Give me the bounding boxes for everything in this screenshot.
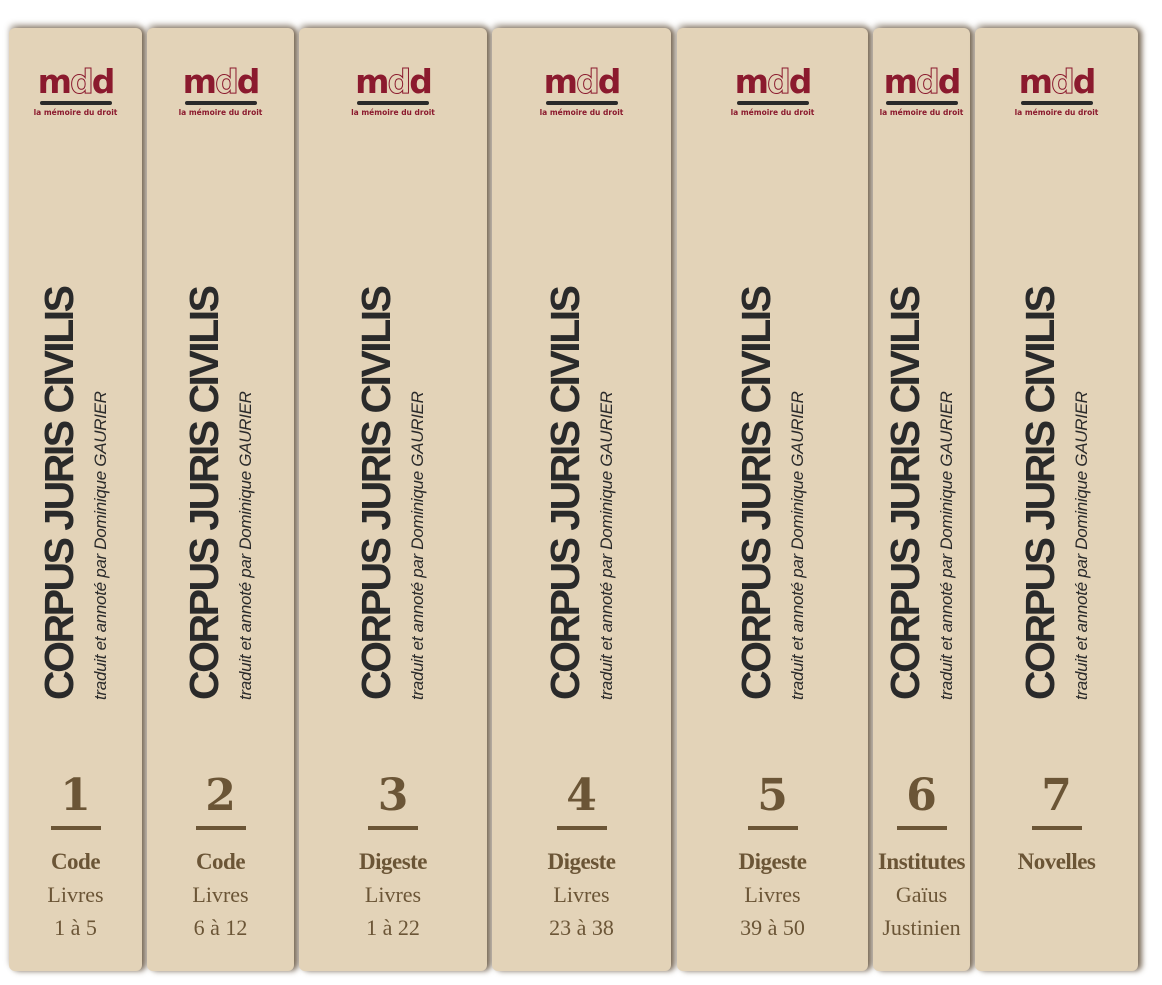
logo-mark: mdd xyxy=(734,62,813,101)
volume-label: Institutes Gaïus Justinien xyxy=(873,846,970,944)
book-spine-volume-2[interactable]: mdd la mémoire du droit CORPUS JURIS CIV… xyxy=(147,28,294,971)
logo-mark: mdd xyxy=(1018,62,1097,101)
volume-number: 6 xyxy=(906,770,937,821)
volume-detail-line: 6 à 12 xyxy=(193,915,248,940)
book-title: CORPUS JURIS CIVILIS xyxy=(35,287,82,700)
volume-detail-line: 39 à 50 xyxy=(740,915,805,940)
logo-tagline: la mémoire du droit xyxy=(879,108,964,117)
number-underline xyxy=(747,826,798,830)
volume-name: Digeste xyxy=(547,849,616,874)
logo-divider xyxy=(545,101,618,105)
book-subtitle: traduit et annoté par Dominique GAURIER xyxy=(90,391,110,700)
number-underline xyxy=(1031,826,1082,830)
book-subtitle: traduit et annoté par Dominique GAURIER xyxy=(1071,391,1091,700)
book-title: CORPUS JURIS CIVILIS xyxy=(732,287,779,700)
logo-divider xyxy=(885,101,958,105)
book-title: CORPUS JURIS CIVILIS xyxy=(1016,287,1063,700)
logo-mark: mdd xyxy=(355,62,433,101)
volume-detail-line: Livres xyxy=(364,882,422,907)
logo-divider xyxy=(184,101,257,105)
mdd-logo: mdd la mémoire du droit xyxy=(492,62,671,118)
logo-mark: mdd xyxy=(182,62,261,101)
logo-tagline: la mémoire du droit xyxy=(351,108,435,117)
mdd-logo: mdd la mémoire du droit xyxy=(677,62,868,118)
mdd-logo: mdd la mémoire du droit xyxy=(873,62,970,118)
mdd-logo: mdd la mémoire du droit xyxy=(975,62,1138,118)
book-subtitle: traduit et annoté par Dominique GAURIER xyxy=(596,391,616,700)
volume-detail-line: 23 à 38 xyxy=(549,915,614,940)
volume-detail-line: Livres xyxy=(192,882,249,907)
volume-name: Novelles xyxy=(1017,849,1096,874)
volume-detail-line: 1 à 22 xyxy=(366,915,420,940)
volume-label: Novelles xyxy=(975,846,1138,878)
logo-divider xyxy=(357,101,429,105)
volume-detail-line: Justinien xyxy=(882,915,961,940)
book-spine-volume-1[interactable]: mdd la mémoire du droit CORPUS JURIS CIV… xyxy=(9,28,142,971)
volume-label: Digeste Livres 23 à 38 xyxy=(492,846,671,944)
logo-divider xyxy=(39,101,112,105)
mdd-logo: mdd la mémoire du droit xyxy=(9,62,142,118)
logo-divider xyxy=(1020,101,1093,105)
book-subtitle: traduit et annoté par Dominique GAURIER xyxy=(235,391,255,700)
volume-number: 5 xyxy=(757,770,788,821)
logo-mark: mdd xyxy=(883,62,962,101)
volume-name: Code xyxy=(195,849,246,874)
logo-tagline: la mémoire du droit xyxy=(539,108,624,117)
volume-number: 7 xyxy=(1041,770,1072,821)
mdd-logo: mdd la mémoire du droit xyxy=(299,62,487,118)
number-underline xyxy=(50,826,101,830)
logo-tagline: la mémoire du droit xyxy=(730,108,815,117)
volume-name: Digeste xyxy=(358,849,428,874)
number-underline xyxy=(368,826,418,830)
volume-detail-line: Livres xyxy=(47,882,104,907)
volume-detail-line: Livres xyxy=(744,882,801,907)
volume-name: Digeste xyxy=(738,849,807,874)
book-spine-volume-3[interactable]: mdd la mémoire du droit CORPUS JURIS CIV… xyxy=(299,28,487,971)
book-spine-volume-7[interactable]: mdd la mémoire du droit CORPUS JURIS CIV… xyxy=(975,28,1138,971)
volume-label: Digeste Livres 39 à 50 xyxy=(677,846,868,944)
book-spine-volume-5[interactable]: mdd la mémoire du droit CORPUS JURIS CIV… xyxy=(677,28,868,971)
book-title: CORPUS JURIS CIVILIS xyxy=(180,287,227,700)
volume-detail-line: 1 à 5 xyxy=(54,915,97,940)
logo-tagline: la mémoire du droit xyxy=(178,108,263,117)
book-spine-volume-6[interactable]: mdd la mémoire du droit CORPUS JURIS CIV… xyxy=(873,28,970,971)
volume-label: Code Livres 6 à 12 xyxy=(147,846,294,944)
book-title: CORPUS JURIS CIVILIS xyxy=(541,287,588,700)
volume-number: 3 xyxy=(377,770,409,821)
logo-tagline: la mémoire du droit xyxy=(33,108,118,117)
volume-number: 1 xyxy=(60,770,91,821)
logo-divider xyxy=(736,101,809,105)
mdd-logo: mdd la mémoire du droit xyxy=(147,62,294,118)
volume-detail-line: Gaïus xyxy=(895,882,948,907)
book-title: CORPUS JURIS CIVILIS xyxy=(881,287,928,700)
number-underline xyxy=(556,826,607,830)
book-subtitle: traduit et annoté par Dominique GAURIER xyxy=(936,391,956,700)
volume-label: Code Livres 1 à 5 xyxy=(9,846,142,944)
book-spine-volume-4[interactable]: mdd la mémoire du droit CORPUS JURIS CIV… xyxy=(492,28,671,971)
logo-tagline: la mémoire du droit xyxy=(1014,108,1099,117)
volume-label: Digeste Livres 1 à 22 xyxy=(299,846,487,944)
logo-mark: mdd xyxy=(543,62,622,101)
number-underline xyxy=(195,826,246,830)
volume-detail-line: Livres xyxy=(553,882,610,907)
book-subtitle: traduit et annoté par Dominique GAURIER xyxy=(787,391,807,700)
book-title: CORPUS JURIS CIVILIS xyxy=(353,287,399,700)
volume-name: Institutes xyxy=(877,849,966,874)
logo-mark: mdd xyxy=(37,62,116,101)
number-underline xyxy=(896,826,947,830)
book-subtitle: traduit et annoté par Dominique GAURIER xyxy=(408,391,427,700)
volume-number: 4 xyxy=(566,770,597,821)
volume-number: 2 xyxy=(205,770,236,821)
volume-name: Code xyxy=(50,849,101,874)
